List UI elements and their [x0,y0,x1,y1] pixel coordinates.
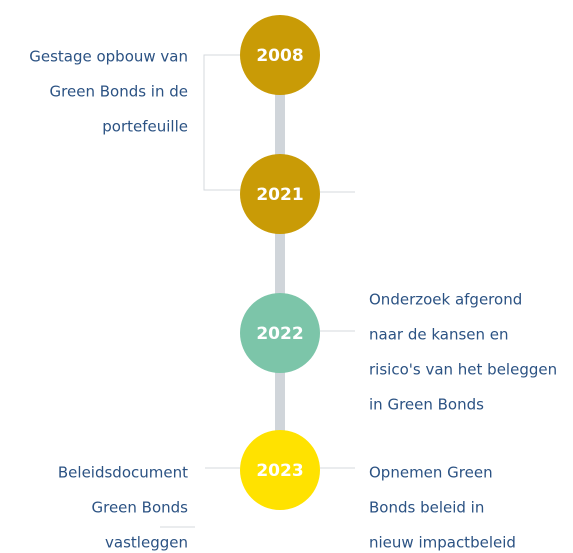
description: nieuw impactbeleid [369,534,516,552]
description: portefeuille [102,118,188,136]
description: in Green Bonds [369,396,484,414]
year: 2021 [256,185,303,205]
year: 2008 [256,46,303,66]
year: 2022 [256,324,303,344]
milestone [240,293,320,373]
description: Bonds beleid in [369,499,484,517]
description: naar de kansen en [369,326,509,344]
bracket [203,54,240,191]
milestone [240,154,320,234]
description: Onderzoek afgerond [369,291,522,309]
description: Beleidsdocument [58,464,188,482]
milestone [240,430,320,510]
timeline-bar [275,55,285,470]
description: vastleggen [105,534,188,552]
description: risico's van het beleggen [369,361,557,379]
description: Opnemen Green [369,464,493,482]
description: Gestage opbouw van [29,48,188,66]
year: 2023 [256,461,303,481]
milestone [240,15,320,95]
description: Green Bonds in de [50,83,188,101]
description: Green Bonds [91,499,188,517]
